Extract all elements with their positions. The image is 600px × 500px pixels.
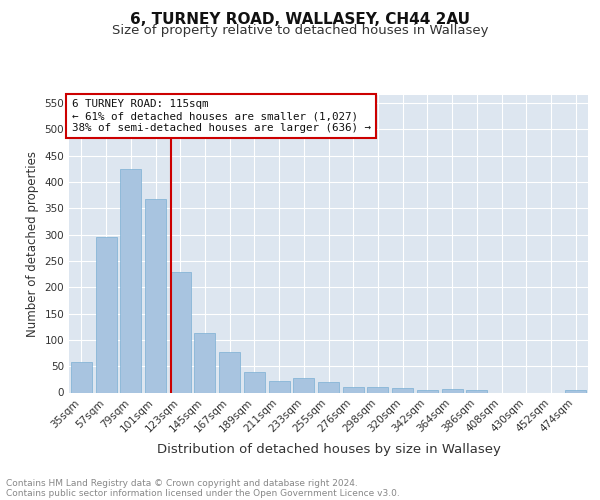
X-axis label: Distribution of detached houses by size in Wallasey: Distribution of detached houses by size … [157,442,500,456]
Text: 6 TURNEY ROAD: 115sqm
← 61% of detached houses are smaller (1,027)
38% of semi-d: 6 TURNEY ROAD: 115sqm ← 61% of detached … [71,100,371,132]
Bar [244,372,265,392]
Bar [318,382,339,392]
Bar [170,272,191,392]
Bar [565,390,586,392]
Bar [219,352,240,393]
Bar [71,362,92,392]
Bar [120,168,141,392]
Bar [269,382,290,392]
Bar [95,237,116,392]
Text: 6, TURNEY ROAD, WALLASEY, CH44 2AU: 6, TURNEY ROAD, WALLASEY, CH44 2AU [130,12,470,28]
Bar [367,387,388,392]
Y-axis label: Number of detached properties: Number of detached properties [26,151,39,337]
Bar [392,388,413,392]
Bar [145,200,166,392]
Bar [293,378,314,392]
Text: Contains HM Land Registry data © Crown copyright and database right 2024.: Contains HM Land Registry data © Crown c… [6,478,358,488]
Text: Contains public sector information licensed under the Open Government Licence v3: Contains public sector information licen… [6,488,400,498]
Bar [466,390,487,392]
Bar [417,390,438,392]
Bar [442,389,463,392]
Bar [194,333,215,392]
Bar [343,387,364,392]
Text: Size of property relative to detached houses in Wallasey: Size of property relative to detached ho… [112,24,488,37]
